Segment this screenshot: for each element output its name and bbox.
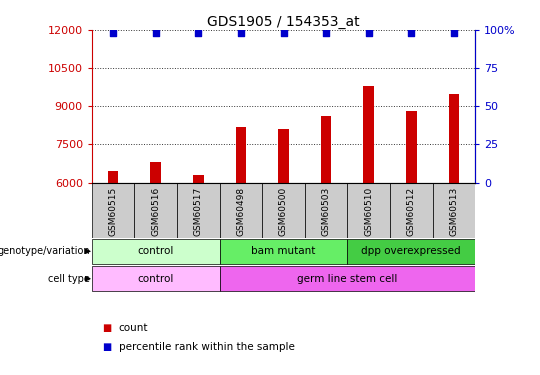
Text: cell type: cell type (48, 274, 90, 284)
Bar (92, 266, 220, 291)
Bar (406, 111, 417, 183)
Text: count: count (119, 323, 148, 333)
Bar (305, 183, 347, 237)
Bar (108, 171, 118, 183)
Text: GSM60516: GSM60516 (151, 187, 160, 236)
Bar (235, 127, 246, 183)
Bar (347, 239, 475, 264)
Bar (92, 239, 220, 264)
Bar (321, 117, 332, 183)
Text: control: control (138, 274, 174, 284)
Text: GSM60510: GSM60510 (364, 187, 373, 236)
Bar (220, 266, 475, 291)
Bar (177, 183, 220, 237)
Bar (220, 183, 262, 237)
Bar (193, 175, 204, 183)
Text: bam mutant: bam mutant (251, 246, 316, 256)
Title: GDS1905 / 154353_at: GDS1905 / 154353_at (207, 15, 360, 29)
Text: GSM60515: GSM60515 (109, 187, 118, 236)
Text: ■: ■ (103, 342, 112, 352)
Point (322, 30, 330, 36)
Bar (363, 86, 374, 183)
Text: GSM60503: GSM60503 (322, 187, 330, 236)
Text: GSM60498: GSM60498 (237, 187, 245, 236)
Point (194, 30, 202, 36)
Point (364, 30, 373, 36)
Text: dpp overexpressed: dpp overexpressed (361, 246, 461, 256)
Point (407, 30, 416, 36)
Point (450, 30, 458, 36)
Bar (150, 162, 161, 183)
Bar (134, 183, 177, 237)
Point (109, 30, 117, 36)
Text: ■: ■ (103, 323, 112, 333)
Text: GSM60517: GSM60517 (194, 187, 203, 236)
Text: genotype/variation: genotype/variation (0, 246, 90, 256)
Point (151, 30, 160, 36)
Bar (449, 94, 459, 183)
Text: GSM60513: GSM60513 (449, 187, 458, 236)
Bar (278, 129, 289, 183)
Bar (262, 183, 305, 237)
Point (279, 30, 288, 36)
Text: germ line stem cell: germ line stem cell (297, 274, 397, 284)
Point (237, 30, 245, 36)
Bar (433, 183, 475, 237)
Text: percentile rank within the sample: percentile rank within the sample (119, 342, 295, 352)
Text: control: control (138, 246, 174, 256)
Bar (390, 183, 433, 237)
Text: GSM60512: GSM60512 (407, 187, 416, 236)
Bar (347, 183, 390, 237)
Text: GSM60500: GSM60500 (279, 187, 288, 236)
Bar (92, 183, 134, 237)
Bar (220, 239, 347, 264)
